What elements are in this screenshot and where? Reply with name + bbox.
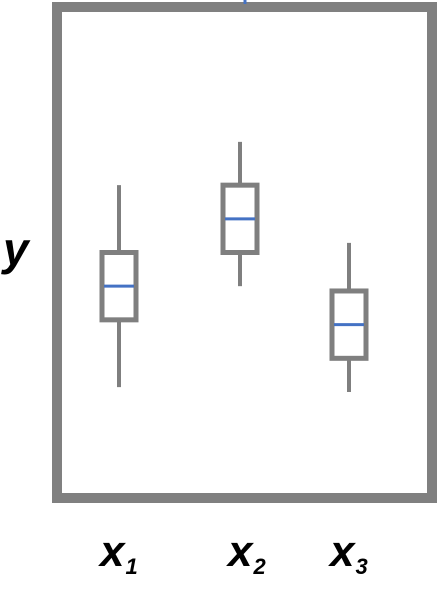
box-group — [99, 141, 369, 392]
y-axis-label: y — [3, 223, 29, 275]
x-tick-label-2: x2 — [228, 527, 266, 579]
x-tick-label-1: x1 — [100, 527, 138, 579]
x-tick-label-3: x3 — [330, 527, 368, 579]
plot-frame — [52, 2, 437, 503]
